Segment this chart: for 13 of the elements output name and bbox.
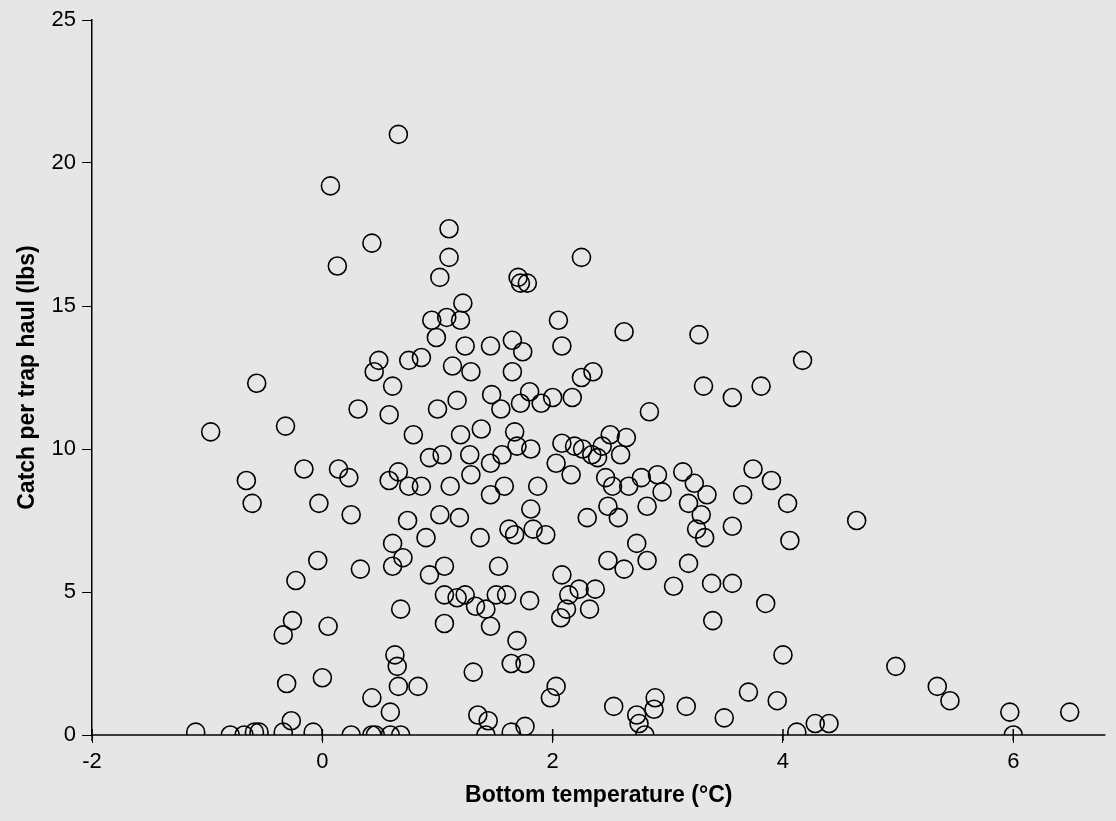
y-axis-title: Catch per trap haul (lbs) [13,245,40,510]
x-tick-label: -2 [82,748,102,774]
y-tick-label: 0 [63,721,77,747]
x-tick-label: 6 [1007,748,1020,774]
x-tick-label: 0 [316,748,329,774]
x-tick-label: 4 [776,748,790,774]
y-tick-label: 10 [51,435,77,461]
y-tick-label: 15 [51,292,77,318]
x-axis-title: Bottom temperature (°C) [465,780,733,807]
x-tick-label: 2 [546,748,559,774]
y-tick-label: 25 [51,6,77,32]
y-tick-label: 20 [51,149,77,175]
y-tick-label: 5 [63,578,77,604]
